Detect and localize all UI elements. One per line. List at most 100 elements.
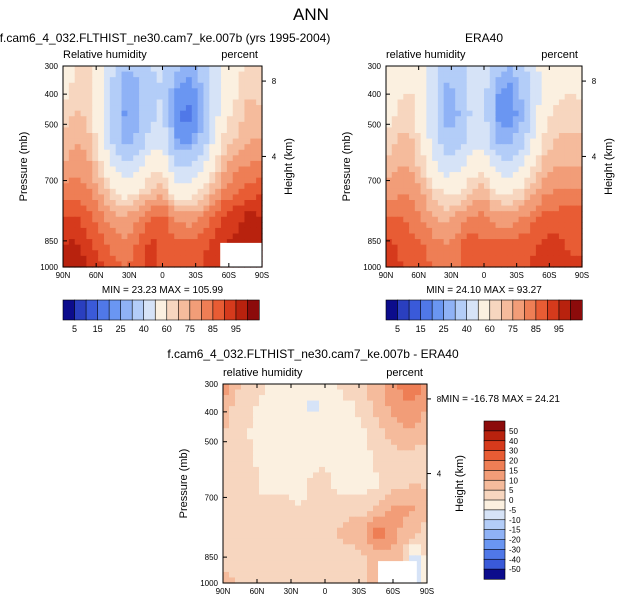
field-cell <box>495 211 502 218</box>
field-cell <box>501 261 508 268</box>
field-cell <box>103 166 111 173</box>
field-cell <box>379 444 386 451</box>
field-cell <box>253 527 260 534</box>
field-cell <box>524 188 531 196</box>
field-cell <box>139 160 146 168</box>
field-cell <box>397 433 404 440</box>
field-cell <box>121 138 128 145</box>
field-cell <box>319 555 326 562</box>
field-cell <box>250 116 257 123</box>
field-cell <box>265 428 272 435</box>
field-cell <box>150 88 158 95</box>
field-cell <box>80 250 88 257</box>
field-cell <box>443 160 451 168</box>
field-cell <box>547 188 554 196</box>
field-cell <box>289 461 296 468</box>
field-cell <box>185 110 193 117</box>
colorbar-right-swatch <box>466 299 479 321</box>
y-right-tick-label: 8 <box>272 77 277 86</box>
field-cell <box>133 200 140 207</box>
field-cell <box>115 144 123 151</box>
field-cell <box>409 82 416 89</box>
field-cell <box>495 144 502 151</box>
field-cell <box>564 127 572 134</box>
field-cell <box>215 244 222 251</box>
field-cell <box>466 110 474 117</box>
field-cell <box>139 77 146 84</box>
field-cell <box>541 244 549 251</box>
field-cell <box>127 222 134 229</box>
field-cell <box>168 233 175 240</box>
field-cell <box>156 200 164 207</box>
field-cell <box>386 188 393 196</box>
field-cell <box>518 121 525 129</box>
field-cell <box>337 571 344 579</box>
field-cell <box>301 489 308 496</box>
field-cell <box>139 127 146 134</box>
field-cell <box>86 216 93 223</box>
field-cell <box>250 77 257 84</box>
field-cell <box>253 522 260 529</box>
field-cell <box>74 261 82 268</box>
field-cell <box>226 99 234 106</box>
field-cell <box>558 233 566 240</box>
field-cell <box>397 489 404 496</box>
field-cell <box>63 222 70 229</box>
field-cell <box>92 99 99 106</box>
field-cell <box>403 211 410 218</box>
field-cell <box>397 505 404 512</box>
field-cell <box>426 255 433 263</box>
field-cell <box>558 110 566 117</box>
field-cell <box>460 88 468 95</box>
field-cell <box>289 439 296 446</box>
field-cell <box>229 577 236 584</box>
field-cell <box>530 250 537 257</box>
field-cell <box>63 172 70 179</box>
field-cell <box>241 566 248 573</box>
colorbar-right-swatch <box>489 299 502 321</box>
field-cell <box>247 384 254 391</box>
field-cell <box>156 105 164 112</box>
field-cell <box>576 172 583 179</box>
field-cell <box>180 227 187 235</box>
field-cell <box>86 261 93 268</box>
field-cell <box>386 105 393 112</box>
field-cell <box>265 527 272 534</box>
field-cell <box>403 194 410 201</box>
field-cell <box>409 211 416 218</box>
field-cell <box>307 433 314 440</box>
field-cell <box>180 99 187 106</box>
field-cell <box>150 183 158 190</box>
field-cell <box>209 155 216 162</box>
field-cell <box>235 466 242 474</box>
field-cell <box>495 177 502 184</box>
field-cell <box>232 116 240 123</box>
field-cell <box>103 138 111 145</box>
field-cell <box>307 417 314 424</box>
field-cell <box>295 466 302 474</box>
field-cell <box>92 66 99 73</box>
field-cell <box>209 133 216 140</box>
field-cell <box>250 133 257 140</box>
field-cell <box>229 395 236 402</box>
field-cell <box>449 116 456 123</box>
field-cell <box>256 149 263 156</box>
field-cell <box>530 127 537 134</box>
field-cell <box>449 105 456 112</box>
field-cell <box>420 155 427 162</box>
field-cell <box>518 93 525 101</box>
field-cell <box>409 505 416 512</box>
field-cell <box>150 82 158 89</box>
field-cell <box>277 384 284 391</box>
field-cell <box>415 560 422 568</box>
field-cell <box>385 389 392 396</box>
field-cell <box>253 549 260 556</box>
field-cell <box>156 149 164 156</box>
field-cell <box>191 99 199 106</box>
field-cell <box>283 560 290 568</box>
field-cell <box>191 160 199 168</box>
field-cell <box>386 239 393 246</box>
field-cell <box>460 211 468 218</box>
field-cell <box>209 211 216 218</box>
field-cell <box>139 110 146 117</box>
